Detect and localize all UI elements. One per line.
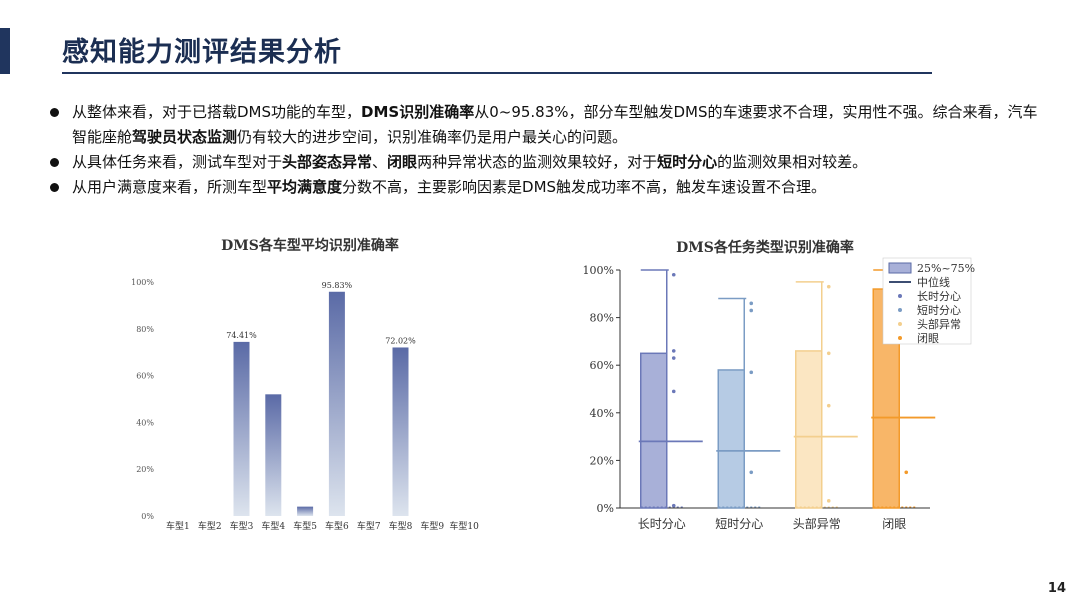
data-point bbox=[826, 403, 831, 408]
box bbox=[717, 369, 745, 509]
bullet-item: 从整体来看，对于已搭载DMS功能的车型，DMS识别准确率从0~95.83%，部分… bbox=[48, 100, 1038, 150]
x-tick-label: 车型8 bbox=[389, 520, 413, 532]
page-title: 感知能力测评结果分析 bbox=[62, 37, 342, 68]
bar-chart-svg: DMS各车型平均识别准确率 0% 20% 40% 60% 80% 100% 车型1 车型2 74.… bbox=[131, 237, 479, 532]
data-point bbox=[826, 284, 831, 289]
legend-label: 25%~75% bbox=[917, 262, 975, 275]
data-point bbox=[671, 272, 676, 277]
x-tick-label: 车型5 bbox=[293, 520, 317, 532]
data-label: 74.41% bbox=[226, 331, 257, 340]
x-tick-label: 长时分心 bbox=[638, 517, 686, 531]
data-point bbox=[904, 470, 909, 475]
y-tick-label: 60% bbox=[136, 372, 154, 381]
bar bbox=[233, 341, 250, 516]
page-number: 14 bbox=[1047, 581, 1066, 596]
box bbox=[640, 352, 668, 509]
legend-point-swatch bbox=[898, 322, 902, 326]
y-tick-label: 20% bbox=[590, 454, 614, 467]
bar-chart: DMS各车型平均识别准确率 0% 20% 40% 60% 80% 100% 车型1 车型2 74.… bbox=[120, 230, 490, 540]
y-tick-label: 0% bbox=[141, 512, 154, 521]
title-underline bbox=[62, 72, 932, 74]
legend-point-swatch bbox=[898, 294, 902, 298]
bar bbox=[328, 291, 345, 516]
y-tick-label: 100% bbox=[131, 278, 154, 287]
y-tick-label: 20% bbox=[136, 465, 154, 474]
y-tick-label: 0% bbox=[597, 502, 614, 515]
box-chart: DMS各任务类型识别准确率 0% 20% 40% 60% 80% 100% 长时分心 短时分心头… bbox=[575, 232, 975, 542]
x-tick-label: 车型9 bbox=[420, 520, 444, 532]
data-point bbox=[671, 389, 676, 394]
y-tick-label: 40% bbox=[590, 407, 614, 420]
y-tick-label: 40% bbox=[136, 418, 154, 427]
x-tick-label: 车型10 bbox=[449, 520, 479, 532]
x-tick-label: 闭眼 bbox=[882, 517, 906, 531]
bar bbox=[265, 394, 282, 516]
data-point bbox=[749, 308, 754, 313]
data-point bbox=[749, 470, 754, 475]
data-point bbox=[826, 351, 831, 356]
x-tick-label: 车型1 bbox=[166, 520, 190, 532]
legend-label: 闭眼 bbox=[917, 332, 939, 345]
box bbox=[795, 350, 823, 509]
legend-box-swatch bbox=[888, 262, 912, 274]
legend-label: 短时分心 bbox=[917, 303, 961, 317]
data-point bbox=[749, 301, 754, 306]
y-tick-label: 80% bbox=[136, 325, 154, 334]
legend-label: 头部异常 bbox=[917, 317, 961, 331]
x-tick-label: 短时分心 bbox=[715, 517, 763, 531]
title-accent-bar bbox=[0, 28, 10, 74]
chart-title: DMS各车型平均识别准确率 bbox=[221, 237, 399, 254]
data-label: 95.83% bbox=[322, 281, 353, 290]
bullet-list: 从整体来看，对于已搭载DMS功能的车型，DMS识别准确率从0~95.83%，部分… bbox=[48, 100, 1038, 200]
bar bbox=[392, 347, 409, 516]
legend-label: 长时分心 bbox=[917, 290, 961, 303]
chart-title: DMS各任务类型识别准确率 bbox=[676, 239, 854, 256]
x-tick-label: 头部异常 bbox=[793, 516, 841, 531]
bullet-item: 从具体任务来看，测试车型对于头部姿态异常、闭眼两种异常状态的监测效果较好，对于短… bbox=[48, 150, 1038, 175]
data-label: 72.02% bbox=[385, 336, 416, 345]
legend-point-swatch bbox=[898, 308, 902, 312]
data-point bbox=[671, 349, 676, 353]
x-tick-label: 车型3 bbox=[230, 520, 254, 532]
bullet-item: 从用户满意度来看，所测车型平均满意度分数不高，主要影响因素是DMS触发成功率不高… bbox=[48, 175, 1038, 200]
legend-label: 中位线 bbox=[917, 275, 950, 289]
y-tick-label: 80% bbox=[590, 312, 614, 325]
data-point bbox=[826, 499, 831, 503]
x-tick-label: 车型4 bbox=[261, 520, 285, 532]
bar bbox=[297, 506, 314, 516]
x-tick-label: 车型7 bbox=[357, 520, 381, 532]
y-tick-label: 100% bbox=[583, 264, 614, 277]
y-tick-label: 60% bbox=[590, 359, 614, 372]
data-point bbox=[671, 356, 676, 360]
legend-point-swatch bbox=[898, 336, 902, 340]
box-chart-svg: DMS各任务类型识别准确率0%20%40%60%80%100%长时分心 短时分心头… bbox=[583, 239, 975, 531]
data-point bbox=[749, 370, 754, 375]
x-tick-label: 车型2 bbox=[198, 520, 222, 532]
data-point bbox=[671, 503, 676, 508]
x-tick-label: 车型6 bbox=[325, 520, 349, 532]
